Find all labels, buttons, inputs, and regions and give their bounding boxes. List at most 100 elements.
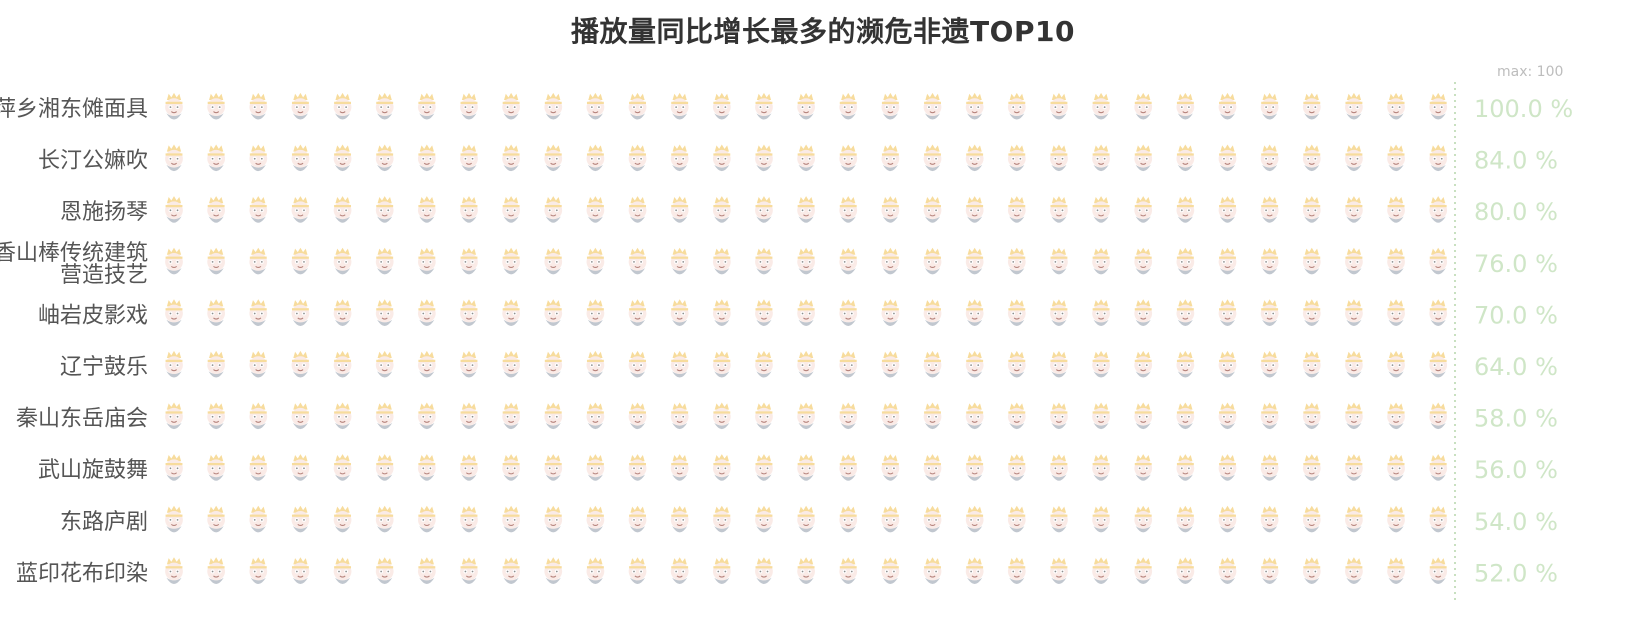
mask-icon-empty	[1218, 401, 1237, 430]
mask-icon-empty	[1260, 195, 1280, 224]
mask-icon-empty	[965, 401, 985, 430]
mask-icon-empty	[1428, 350, 1448, 379]
mask-icon-empty	[459, 92, 479, 121]
mask-icon-empty	[923, 556, 942, 585]
mask-icon-empty	[459, 350, 479, 379]
mask-icon-empty	[1049, 143, 1069, 172]
mask-icon-empty	[712, 298, 732, 327]
mask-icon-empty	[1386, 92, 1406, 121]
mask-icon-empty	[290, 143, 310, 172]
mask-icon-empty	[796, 505, 816, 533]
mask-icon-empty	[880, 92, 900, 121]
mask-icon-empty	[585, 556, 605, 585]
mask-icon-empty	[1344, 556, 1364, 585]
mask-icon-empty	[206, 505, 226, 533]
mask-icon-empty	[670, 556, 690, 585]
mask-icon-empty	[248, 350, 268, 379]
mask-icon-empty	[628, 350, 647, 379]
mask-icon-empty	[923, 453, 942, 482]
mask-icon-empty	[712, 143, 732, 172]
mask-icon-empty	[796, 350, 816, 379]
mask-icon-empty	[923, 350, 942, 379]
mask-icon-empty	[1218, 298, 1237, 327]
mask-icon-empty	[1133, 350, 1153, 379]
mask-icon-empty	[1133, 505, 1153, 533]
mask-icon-empty	[1133, 247, 1153, 275]
mask-icon-empty	[543, 298, 563, 327]
mask-icon-empty	[628, 195, 647, 224]
mask-icon-empty	[459, 298, 479, 327]
mask-icon-empty	[1260, 298, 1280, 327]
mask-icon-empty	[838, 195, 858, 224]
mask-icon-empty	[543, 247, 563, 275]
mask-icon-empty	[375, 556, 395, 585]
mask-icon-empty	[880, 247, 900, 275]
category-label: 恩施扬琴	[60, 200, 148, 225]
mask-icon-empty	[1049, 350, 1069, 379]
mask-icon-empty	[923, 143, 942, 172]
mask-icon-empty	[796, 92, 816, 121]
mask-icon-empty	[417, 92, 437, 121]
mask-icon-empty	[1344, 298, 1364, 327]
mask-icon-empty	[206, 556, 226, 585]
mask-icon-empty	[290, 505, 310, 533]
mask-icon-empty	[1133, 556, 1153, 585]
mask-icon-empty	[206, 195, 226, 224]
mask-icon-empty	[1175, 453, 1195, 482]
mask-icon-empty	[1007, 195, 1027, 224]
mask-icon-empty	[712, 556, 732, 585]
mask-icon-empty	[164, 350, 184, 379]
mask-icon-empty	[670, 453, 690, 482]
category-label: 蓝印花布印染	[16, 561, 148, 586]
mask-icon-empty	[1260, 247, 1280, 275]
mask-icon-empty	[1428, 143, 1448, 172]
mask-icon-empty	[1386, 556, 1406, 585]
mask-icon-empty	[1386, 350, 1406, 379]
mask-icon-empty	[1428, 505, 1448, 533]
mask-icon-empty	[1344, 505, 1364, 533]
mask-icon-empty	[670, 350, 690, 379]
mask-icon-empty	[1428, 298, 1448, 327]
mask-icon-empty	[1386, 195, 1406, 224]
mask-icon-empty	[164, 401, 184, 430]
mask-icon-empty	[375, 92, 395, 121]
mask-icon-empty	[670, 247, 690, 275]
mask-icon-empty	[417, 505, 437, 533]
mask-icon-empty	[543, 556, 563, 585]
mask-icon-empty	[1007, 556, 1027, 585]
mask-icon-empty	[1344, 401, 1364, 430]
mask-icon-empty	[965, 195, 985, 224]
mask-icon-empty	[712, 401, 732, 430]
mask-icon-empty	[1175, 556, 1195, 585]
mask-icon-empty	[1049, 505, 1069, 533]
mask-icon-empty	[796, 453, 816, 482]
mask-icon-empty	[164, 505, 184, 533]
mask-icon-empty	[923, 298, 942, 327]
mask-icon-empty	[1218, 350, 1237, 379]
mask-icon-empty	[501, 195, 521, 224]
mask-icon-empty	[670, 298, 690, 327]
mask-icon-empty	[375, 505, 395, 533]
mask-icon-empty	[290, 92, 310, 121]
mask-icon-empty	[1260, 143, 1280, 172]
mask-icon-empty	[333, 401, 352, 430]
mask-icon-empty	[1302, 350, 1322, 379]
mask-icon-empty	[375, 453, 395, 482]
mask-icon-empty	[459, 195, 479, 224]
mask-icon-empty	[248, 195, 268, 224]
mask-icon-empty	[1302, 92, 1322, 121]
mask-icon-empty	[796, 143, 816, 172]
mask-icon-empty	[585, 143, 605, 172]
mask-icon-empty	[459, 505, 479, 533]
mask-icon-empty	[206, 92, 226, 121]
mask-icon-empty	[1344, 143, 1364, 172]
value-label: 76.0 %	[1474, 250, 1558, 278]
value-label: 100.0 %	[1474, 95, 1573, 123]
mask-icon-empty	[1302, 453, 1322, 482]
mask-icon-empty	[375, 195, 395, 224]
mask-icon-empty	[1175, 195, 1195, 224]
mask-icon-empty	[838, 505, 858, 533]
mask-icon-empty	[543, 453, 563, 482]
category-label: 辽宁鼓乐	[60, 355, 148, 380]
mask-icon-empty	[1386, 143, 1406, 172]
